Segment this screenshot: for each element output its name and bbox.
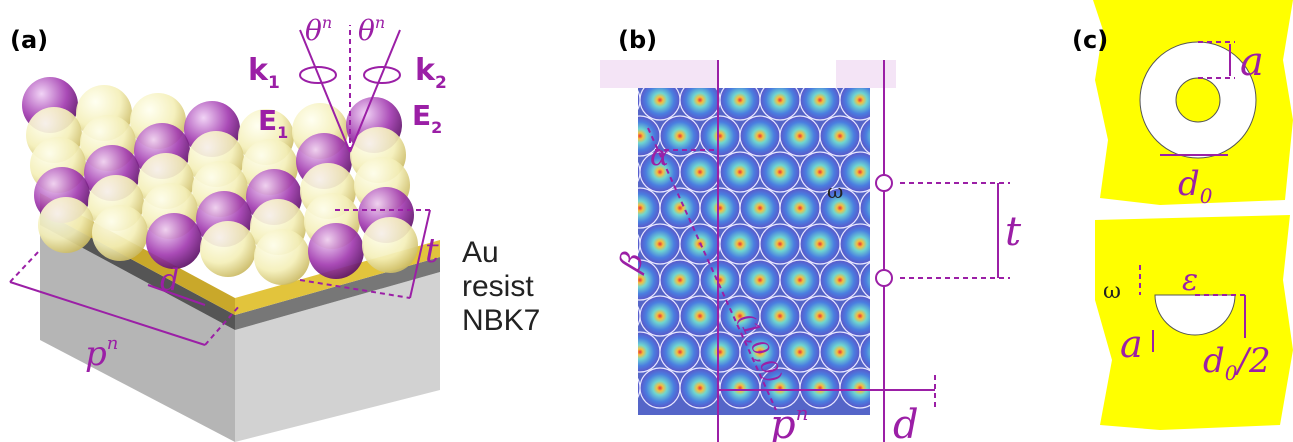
ring-core bbox=[1176, 78, 1220, 122]
cell bbox=[760, 152, 800, 192]
cell bbox=[740, 116, 780, 156]
angle: θn bbox=[305, 13, 332, 47]
cell bbox=[900, 116, 940, 156]
cell bbox=[660, 332, 700, 372]
sphere bbox=[38, 197, 94, 253]
cell bbox=[760, 224, 800, 264]
cell bbox=[620, 188, 660, 228]
cell bbox=[800, 296, 840, 336]
cell bbox=[840, 296, 880, 336]
cell bbox=[600, 152, 640, 192]
sphere bbox=[200, 221, 256, 277]
sphere bbox=[254, 229, 310, 285]
layer-label: NBK7 bbox=[462, 304, 540, 337]
cell bbox=[600, 296, 640, 336]
cell bbox=[700, 116, 740, 156]
sphere bbox=[362, 217, 418, 273]
cell bbox=[680, 368, 720, 408]
cell bbox=[640, 296, 680, 336]
cell bbox=[860, 332, 900, 372]
cell bbox=[780, 116, 820, 156]
a-label: a bbox=[1240, 39, 1264, 85]
cell bbox=[860, 188, 900, 228]
panel-label: (a) bbox=[10, 26, 48, 54]
layer-label: resist bbox=[462, 270, 534, 303]
cell bbox=[900, 260, 940, 300]
thickness-label: t bbox=[1005, 209, 1022, 255]
cell bbox=[760, 80, 800, 120]
cell bbox=[700, 188, 740, 228]
cell bbox=[660, 260, 700, 300]
sphere bbox=[92, 205, 148, 261]
panel-b: (b) α β ω (1,0,0) t pn d bbox=[600, 26, 1022, 442]
field-vector: E1 bbox=[258, 104, 288, 142]
cell bbox=[720, 152, 760, 192]
cell bbox=[800, 224, 840, 264]
angle-label: ω bbox=[827, 179, 843, 203]
cell bbox=[800, 80, 840, 120]
figure: (a) k1 k2 E1 E2 θn θn t d pn Au resist N… bbox=[0, 0, 1293, 442]
angle-label: α bbox=[650, 139, 669, 172]
angle: θn bbox=[358, 13, 385, 47]
cell bbox=[680, 152, 720, 192]
period-label: pn bbox=[770, 401, 809, 442]
omega-label: ω bbox=[1103, 279, 1121, 304]
cell bbox=[900, 188, 940, 228]
field-vector: E2 bbox=[412, 99, 442, 137]
cell bbox=[860, 116, 900, 156]
cell bbox=[740, 260, 780, 300]
beam-shade bbox=[836, 60, 896, 88]
diameter-label: d bbox=[893, 402, 919, 442]
cell bbox=[840, 152, 880, 192]
cell bbox=[820, 260, 860, 300]
epsilon-label: ε bbox=[1182, 263, 1198, 298]
cell bbox=[900, 332, 940, 372]
d-half-label: d0/2 bbox=[1203, 341, 1271, 385]
cell bbox=[840, 368, 880, 408]
panel-c: (c) a d0 ω ε a d0/2 bbox=[1072, 0, 1293, 430]
wave-vector: k2 bbox=[415, 53, 447, 93]
cell bbox=[600, 368, 640, 408]
panel-a: (a) k1 k2 E1 E2 θn θn t d pn Au resist N… bbox=[10, 13, 540, 442]
panel-label: (b) bbox=[618, 26, 657, 54]
hole-marker bbox=[876, 270, 892, 286]
cell bbox=[680, 296, 720, 336]
cell bbox=[740, 188, 780, 228]
cell bbox=[700, 332, 740, 372]
sphere bbox=[146, 213, 202, 269]
a-label: a bbox=[1120, 322, 1143, 366]
layer-label: Au bbox=[462, 236, 499, 269]
beam-shade bbox=[600, 60, 718, 88]
cell bbox=[880, 224, 920, 264]
cell bbox=[780, 260, 820, 300]
cell bbox=[660, 188, 700, 228]
cell bbox=[640, 368, 680, 408]
cell bbox=[720, 368, 760, 408]
cell bbox=[780, 332, 820, 372]
thickness-label: t bbox=[425, 231, 439, 271]
cell bbox=[840, 224, 880, 264]
sphere bbox=[308, 223, 364, 279]
period-tick bbox=[10, 250, 40, 282]
cell bbox=[820, 332, 860, 372]
cell bbox=[780, 188, 820, 228]
panel-label: (c) bbox=[1072, 26, 1108, 54]
hole-marker bbox=[876, 175, 892, 191]
cell bbox=[700, 260, 740, 300]
cell bbox=[820, 116, 860, 156]
cell bbox=[620, 332, 660, 372]
cell bbox=[880, 296, 920, 336]
cell bbox=[720, 224, 760, 264]
cell bbox=[760, 296, 800, 336]
diameter-label: d bbox=[160, 263, 179, 298]
wave-vector: k1 bbox=[248, 53, 280, 93]
cell bbox=[720, 80, 760, 120]
